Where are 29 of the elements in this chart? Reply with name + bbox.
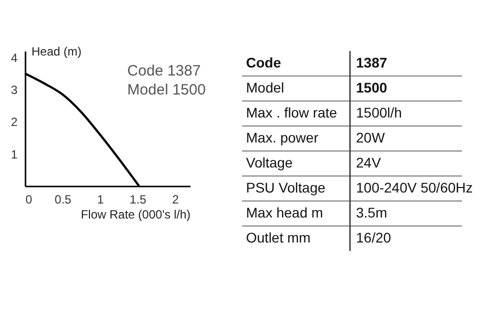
text: 20W: [356, 130, 386, 146]
text: 3.5m: [356, 204, 388, 220]
text: 1500l/h: [356, 104, 402, 120]
annotation: Code 1387: [127, 62, 201, 80]
x-tick-label: 0: [26, 192, 32, 206]
y-tick-label: 3: [10, 83, 18, 98]
x-tick-label: 2: [172, 192, 180, 206]
text: 16/20: [356, 230, 392, 246]
text: Max . flow rate: [246, 104, 338, 120]
text: PSU Voltage: [246, 180, 326, 196]
annotation: Model 1500: [127, 82, 206, 98]
text: Voltage: [246, 154, 293, 170]
text: Model: [246, 80, 284, 96]
text: Code: [246, 54, 282, 70]
text: 100-240V 50/60Hz: [356, 180, 473, 196]
x-tick-label: 0.5: [54, 192, 72, 206]
x-axis-title: Flow Rate (000's l/h): [80, 208, 190, 222]
y-tick-label: 1: [10, 147, 18, 162]
text: Max. power: [246, 130, 319, 146]
y-tick-label: 4: [10, 50, 18, 65]
y-tick-label: 2: [10, 115, 18, 130]
y-axis-title: Head (m): [32, 44, 82, 58]
text: Max head m: [246, 204, 324, 220]
text: 1500: [356, 80, 388, 96]
x-tick-label: 1.5: [130, 192, 147, 206]
text: 1387: [356, 54, 388, 70]
text: Outlet mm: [246, 230, 311, 246]
x-tick-label: 1: [97, 192, 104, 206]
text: 24V: [356, 154, 382, 170]
